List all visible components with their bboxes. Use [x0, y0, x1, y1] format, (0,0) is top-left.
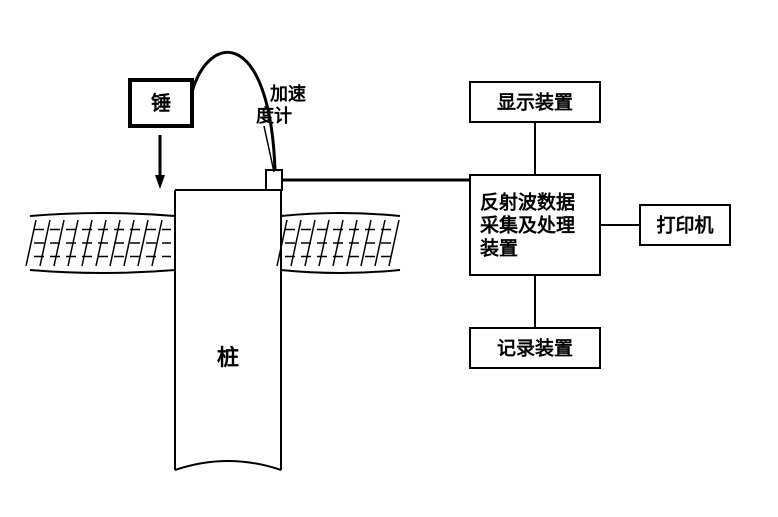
recorder-box-label-0: 记录装置	[497, 337, 573, 360]
hammer-label: 锤	[151, 91, 171, 115]
processor-box-label-0: 反射波数据	[480, 191, 575, 214]
accelerometer-label-2: 度计	[256, 105, 292, 126]
pile-label: 桩	[217, 345, 239, 370]
processor-box-label-1: 采集及处理	[480, 214, 575, 237]
accelerometer-box	[266, 170, 282, 190]
printer-box-label-0: 打印机	[656, 214, 713, 237]
accelerometer-label-1: 加速	[269, 83, 306, 104]
display-box-label-0: 显示装置	[497, 91, 573, 114]
processor-box-label-2: 装置	[479, 237, 518, 260]
